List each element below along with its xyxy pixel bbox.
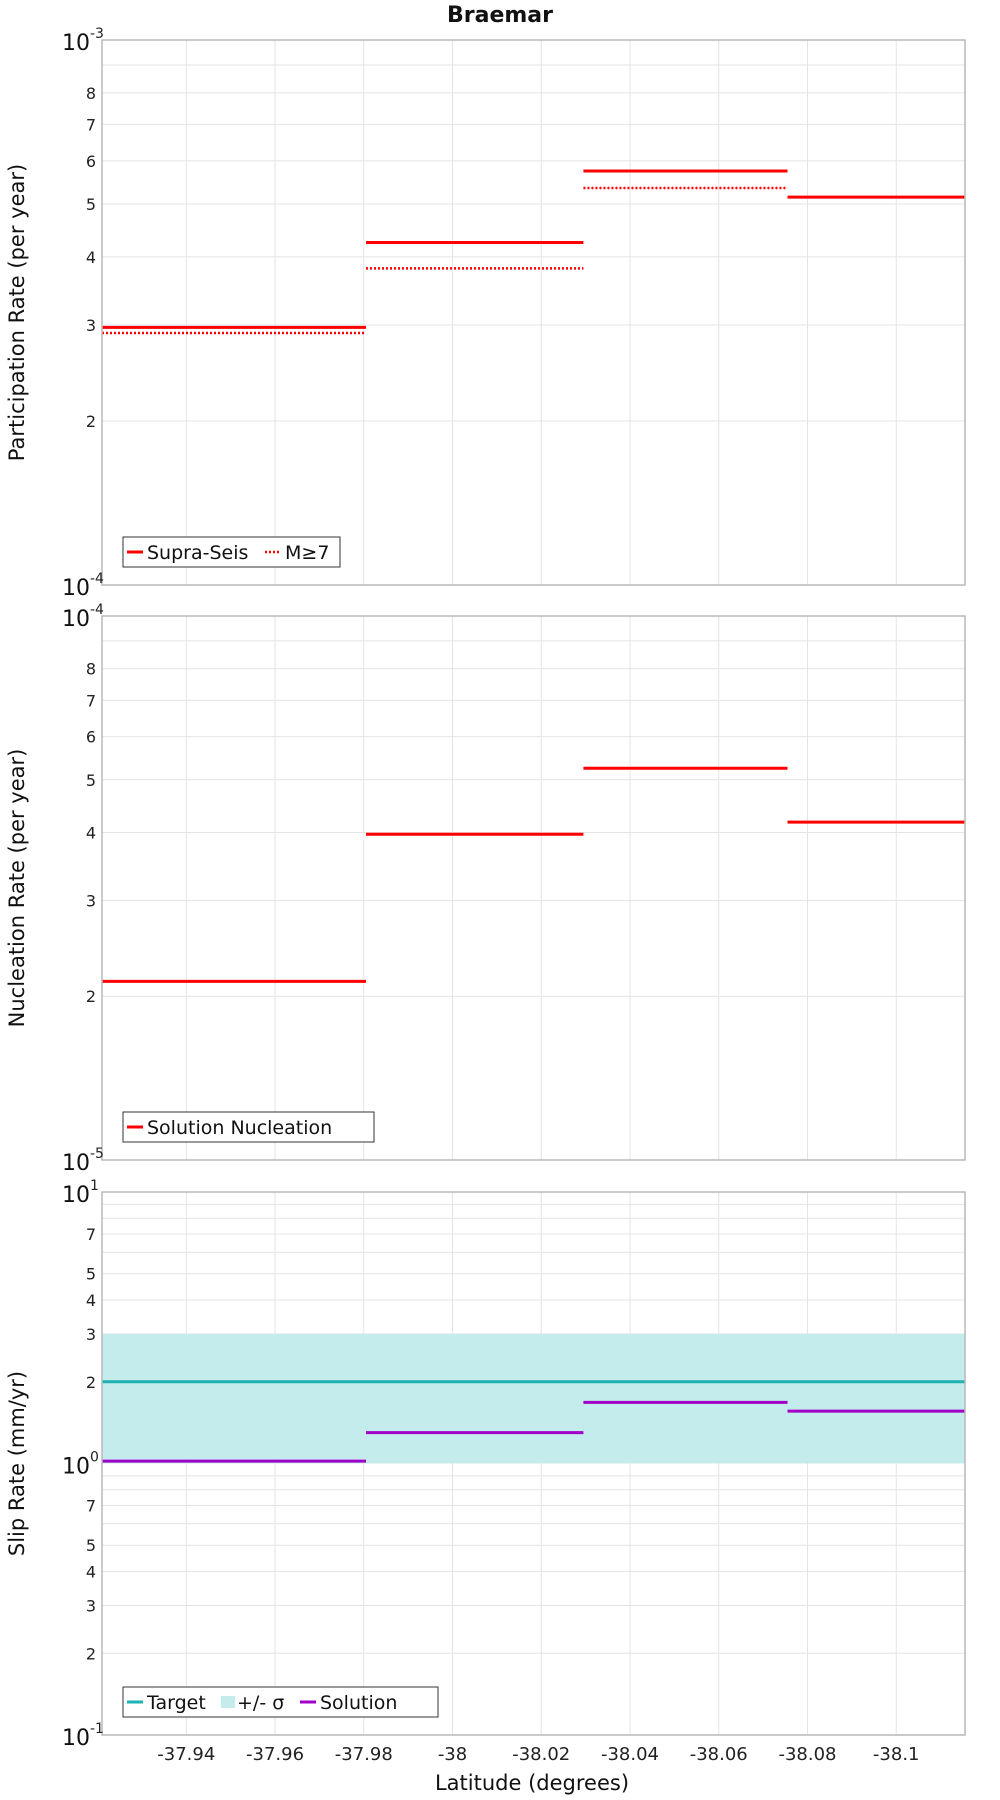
legend-box bbox=[122, 1686, 439, 1718]
y-tick-label: 3 bbox=[86, 316, 96, 335]
legend-swatch-band bbox=[221, 1696, 235, 1708]
y-tick-label: 3 bbox=[86, 1325, 96, 1344]
y-tick-label: 6 bbox=[86, 728, 96, 747]
y-tick-label: 8 bbox=[86, 660, 96, 679]
legend-label: Solution Nucleation bbox=[147, 1117, 332, 1139]
x-tick-label: -38 bbox=[438, 1744, 467, 1765]
x-tick-label: -37.98 bbox=[335, 1744, 393, 1765]
y-tick-label: 7 bbox=[86, 691, 96, 710]
legend-label: +/- σ bbox=[237, 1692, 284, 1714]
legend: Supra-Seis M≥7 bbox=[122, 536, 341, 568]
y-tick-label: 5 bbox=[86, 1536, 96, 1555]
y-tick-label: 2 bbox=[86, 412, 96, 431]
y-tick-label: 2 bbox=[86, 1644, 96, 1663]
y-tick-label: 3 bbox=[86, 891, 96, 910]
y-decade-label: 10 bbox=[62, 607, 90, 632]
legend-label: Supra-Seis bbox=[147, 542, 248, 564]
y-tick-label: 4 bbox=[86, 248, 96, 267]
legend-label: Solution bbox=[320, 1692, 397, 1714]
x-tick-label: -38.04 bbox=[601, 1744, 659, 1765]
y-tick-label: 4 bbox=[86, 1291, 96, 1310]
legend-box bbox=[122, 1111, 375, 1143]
y-tick-label: 5 bbox=[86, 1265, 96, 1284]
x-tick-label: -37.94 bbox=[157, 1744, 215, 1765]
y-tick-label: 3 bbox=[86, 1596, 96, 1615]
y-axis-title: Nucleation Rate (per year) bbox=[5, 749, 29, 1028]
y-tick-label: 4 bbox=[86, 1563, 96, 1582]
y-tick-label: 6 bbox=[86, 152, 96, 171]
legend: Target +/- σ Solution bbox=[122, 1686, 439, 1718]
x-tick-label: -38.06 bbox=[690, 1744, 748, 1765]
y-decade-label: 10 bbox=[62, 1726, 90, 1751]
y-axis-title: Participation Rate (per year) bbox=[5, 164, 29, 461]
y-tick-label: 7 bbox=[86, 115, 96, 134]
y-decade-exponent: 0 bbox=[90, 1450, 99, 1466]
x-tick-label: -38.02 bbox=[512, 1744, 570, 1765]
y-decade-label: 10 bbox=[62, 1151, 90, 1176]
y-decade-exponent: 1 bbox=[90, 1178, 99, 1194]
legend-label: Target bbox=[146, 1692, 206, 1714]
y-tick-label: 4 bbox=[86, 823, 96, 842]
y-decade-exponent: -4 bbox=[90, 571, 104, 587]
x-axis: -37.94 -37.96 -37.98 -38 -38.02 -38.04 -38.06 -… bbox=[157, 1744, 919, 1765]
legend-label: M≥7 bbox=[285, 542, 329, 564]
y-tick-label: 5 bbox=[86, 771, 96, 790]
x-tick-label: -38.08 bbox=[778, 1744, 836, 1765]
y-decade-exponent: -1 bbox=[90, 1721, 104, 1737]
legend-box bbox=[122, 536, 341, 568]
y-axis-title: Slip Rate (mm/yr) bbox=[5, 1371, 29, 1556]
x-axis-title: Latitude (degrees) bbox=[435, 1771, 629, 1795]
y-tick-label: 2 bbox=[86, 987, 96, 1006]
legend: Solution Nucleation bbox=[122, 1111, 375, 1143]
y-decade-exponent: -5 bbox=[90, 1146, 104, 1162]
y-decade-label: 10 bbox=[62, 576, 90, 601]
y-decade-label: 10 bbox=[62, 1183, 90, 1208]
y-tick-label: 8 bbox=[86, 84, 96, 103]
y-tick-label: 5 bbox=[86, 195, 96, 214]
plot-frame bbox=[101, 615, 966, 1161]
sigma-band bbox=[102, 1333, 965, 1464]
plot-frame bbox=[101, 1191, 966, 1736]
y-decade-label: 10 bbox=[62, 1455, 90, 1480]
plot-frame bbox=[101, 39, 966, 586]
y-tick-label: 7 bbox=[86, 1497, 96, 1516]
plot-area bbox=[102, 616, 965, 1160]
y-tick-label: 7 bbox=[86, 1225, 96, 1244]
figure-title: Braemar bbox=[447, 3, 553, 28]
y-tick-label: 2 bbox=[86, 1373, 96, 1392]
y-decade-label: 10 bbox=[62, 31, 90, 56]
x-tick-label: -38.1 bbox=[873, 1744, 920, 1765]
plot-area bbox=[102, 40, 965, 585]
x-tick-label: -37.96 bbox=[246, 1744, 304, 1765]
y-decade-exponent: -4 bbox=[90, 602, 104, 618]
y-decade-exponent: -3 bbox=[90, 26, 104, 42]
